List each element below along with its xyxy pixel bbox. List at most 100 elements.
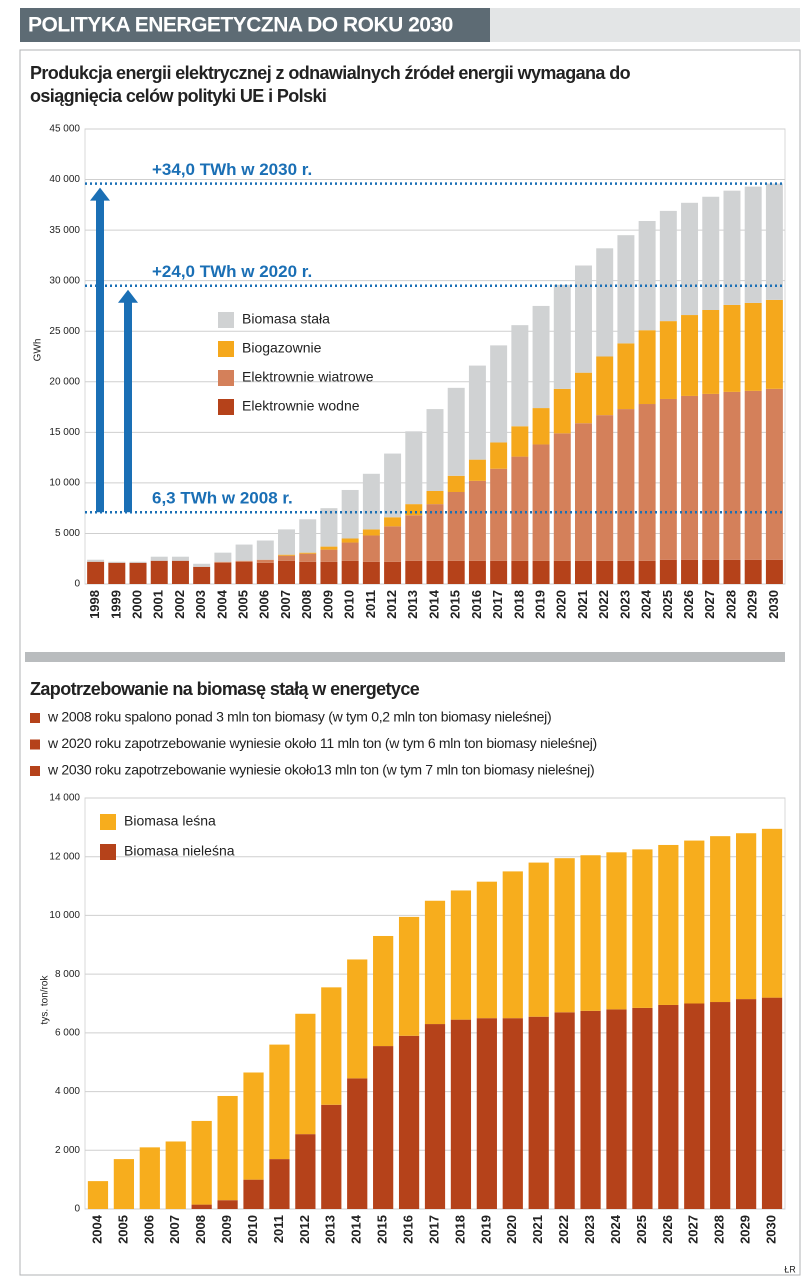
bar-segment [447, 491, 465, 561]
y-axis-label: GWh [33, 339, 44, 362]
x-tick-label: 2017 [490, 590, 505, 619]
bar-segment [269, 1044, 290, 1160]
legend-label: Elektrownie wiatrowe [242, 369, 374, 385]
x-tick-label: 2019 [478, 1215, 493, 1244]
bar-segment [553, 433, 571, 561]
bar-segment [256, 559, 274, 563]
x-tick-label: 2030 [763, 1215, 778, 1244]
bar-segment [278, 560, 295, 584]
y-tick-label: 10 000 [49, 910, 80, 921]
x-tick-label: 2007 [167, 1215, 182, 1244]
bar-segment [426, 409, 444, 491]
chart-title: Zapotrzebowanie na biomasę stałą w energ… [30, 679, 420, 699]
bar-segment [490, 560, 508, 584]
bar-segment [596, 356, 614, 416]
bar-segment [235, 544, 253, 561]
bar-segment [447, 475, 465, 492]
bar-segment [256, 562, 274, 584]
y-tick-label: 45 000 [49, 124, 80, 135]
bar-segment [129, 562, 147, 584]
x-tick-label: 2026 [681, 590, 696, 619]
header-title: POLITYKA ENERGETYCZNA DO ROKU 2030 [28, 14, 453, 37]
bar-segment [575, 265, 592, 373]
x-tick-label: 2011 [271, 1215, 286, 1243]
x-tick-label: 2012 [384, 590, 399, 619]
bar-segment [744, 302, 762, 391]
x-tick-label: 2004 [214, 589, 229, 619]
legend-label: Biomasa stała [242, 311, 330, 327]
x-tick-label: 1999 [108, 590, 123, 619]
separator [25, 652, 785, 662]
y-tick-label: 10 000 [49, 478, 80, 489]
bar-segment [736, 999, 757, 1209]
x-tick-label: 2027 [686, 1215, 701, 1244]
x-tick-label: 2011 [363, 590, 378, 618]
bar-segment [476, 1018, 497, 1209]
bar-segment [702, 393, 720, 560]
bar-segment [447, 387, 465, 476]
x-tick-label: 2028 [712, 1215, 727, 1244]
x-tick-label: 2014 [426, 589, 441, 619]
legend-swatch [100, 844, 116, 860]
y-tick-label: 5 000 [55, 528, 80, 539]
bar-segment [580, 1010, 601, 1209]
bar-segment [468, 365, 486, 460]
annotation-text: +34,0 TWh w 2030 r. [152, 160, 312, 179]
x-tick-label: 2025 [634, 1215, 649, 1244]
x-tick-label: 2023 [617, 590, 632, 619]
bar-segment [269, 1159, 290, 1209]
bar-segment [341, 538, 359, 543]
x-tick-label: 2004 [89, 1214, 104, 1244]
bar-segment [528, 1016, 549, 1209]
bar-segment [299, 519, 317, 553]
bar-segment [765, 559, 783, 584]
bar-segment [638, 560, 656, 584]
bar-segment [214, 552, 232, 562]
bar-segment [596, 415, 614, 561]
bar-segment [553, 284, 571, 389]
bar-segment [553, 560, 571, 584]
bar-segment [87, 1181, 109, 1209]
note: w 2008 roku spalono ponad 3 mln ton biom… [47, 709, 551, 725]
x-tick-label: 2016 [401, 1215, 416, 1244]
legend-label: Biomasa leśna [124, 813, 216, 829]
x-tick-label: 2023 [582, 1215, 597, 1244]
bullet [30, 766, 40, 776]
bar-segment [681, 559, 699, 584]
x-tick-label: 2019 [532, 590, 547, 619]
bar-segment [405, 515, 423, 561]
y-tick-label: 20 000 [49, 376, 80, 387]
bar-segment [490, 442, 508, 469]
y-tick-label: 0 [74, 1204, 80, 1215]
x-tick-label: 2028 [723, 590, 738, 619]
bar-segment [702, 559, 720, 584]
bar-segment [341, 560, 359, 584]
bar-segment [193, 566, 211, 584]
bar-segment [490, 345, 508, 443]
bar-segment [761, 997, 783, 1209]
annotation-text: +24,0 TWh w 2020 r. [152, 262, 312, 281]
bar-segment [617, 409, 635, 561]
x-tick-label: 2018 [511, 590, 526, 619]
bar-segment [606, 852, 627, 1010]
bar-segment [235, 560, 253, 562]
arrow-shaft [124, 301, 132, 513]
bar-segment [658, 844, 679, 1005]
bar-segment [596, 560, 614, 584]
bar-segment [723, 391, 741, 560]
x-tick-label: 2021 [530, 1215, 545, 1244]
bar-segment [659, 321, 677, 399]
legend-label: Biogazownie [242, 340, 322, 356]
bar-segment [398, 916, 420, 1036]
y-tick-label: 30 000 [49, 275, 80, 286]
bar-segment [606, 1009, 627, 1209]
bar-segment [468, 459, 486, 481]
bar-segment [320, 546, 338, 550]
bar-segment [511, 325, 529, 427]
arrow-head [118, 289, 138, 303]
legend-label: Biomasa nieleśna [124, 843, 235, 859]
bar-segment [659, 559, 677, 584]
bar-segment [341, 489, 359, 539]
bar-segment [684, 840, 705, 1004]
